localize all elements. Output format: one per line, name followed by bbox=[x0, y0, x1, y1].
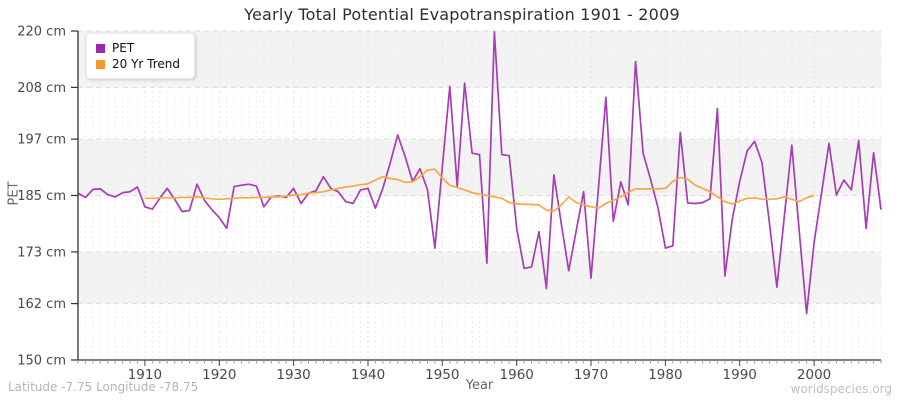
x-tick-label: 1970 bbox=[574, 367, 608, 383]
x-tick-label: 1960 bbox=[500, 367, 534, 383]
y-tick-label: 173 cm bbox=[17, 245, 66, 260]
y-tick-label: 220 cm bbox=[17, 25, 66, 40]
chart-title: Yearly Total Potential Evapotranspiratio… bbox=[244, 5, 680, 24]
pet-line bbox=[77, 31, 882, 315]
x-tick-label: 1930 bbox=[276, 367, 310, 383]
x-tick-label: 1910 bbox=[128, 367, 162, 383]
watermark: worldspecies.org bbox=[790, 382, 892, 396]
legend-label-trend: 20 Yr Trend bbox=[112, 57, 181, 71]
plot-band bbox=[78, 31, 881, 88]
legend-box: PET 20 Yr Trend bbox=[86, 33, 196, 79]
x-tick-label: 1950 bbox=[425, 367, 459, 383]
trend-series-swatch bbox=[96, 59, 105, 69]
x-tick-label: 2000 bbox=[797, 367, 831, 383]
x-tick-label: 1940 bbox=[351, 367, 385, 383]
pet-series-swatch bbox=[96, 43, 105, 53]
coordinates-caption: Latitude -7.75 Longitude -78.75 bbox=[8, 380, 199, 394]
y-tick-label: 197 cm bbox=[17, 133, 66, 148]
legend-label-pet: PET bbox=[112, 41, 135, 55]
x-tick-label: 1920 bbox=[202, 367, 236, 383]
legend-item-pet[interactable]: PET bbox=[96, 40, 180, 56]
y-tick-label: 162 cm bbox=[17, 297, 66, 312]
x-tick-label: 1980 bbox=[648, 367, 682, 383]
y-axis-label: PET bbox=[6, 181, 22, 206]
legend-item-trend[interactable]: 20 Yr Trend bbox=[96, 56, 180, 72]
x-axis-label: Year bbox=[465, 378, 494, 393]
x-tick-label: 1990 bbox=[723, 367, 757, 383]
y-tick-label: 208 cm bbox=[17, 81, 66, 96]
trend-line bbox=[144, 168, 815, 212]
y-tick-label: 150 cm bbox=[17, 354, 66, 369]
y-tick-label: 185 cm bbox=[17, 189, 66, 204]
